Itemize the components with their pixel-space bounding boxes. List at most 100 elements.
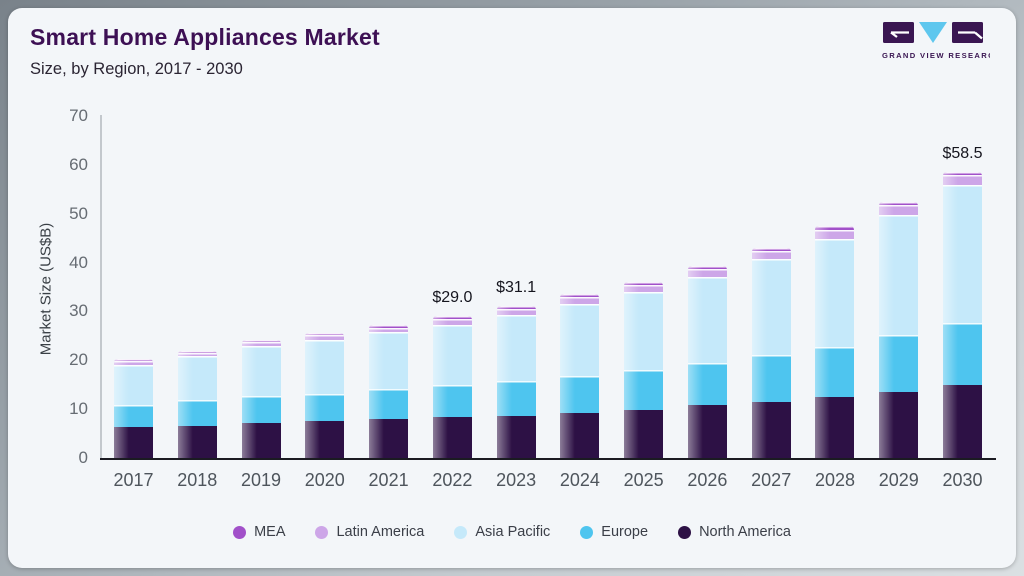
bar-2027: [751, 247, 791, 458]
mea-segment: [114, 359, 153, 362]
x-tick-label: 2020: [304, 470, 345, 490]
north-america-segment: [624, 409, 664, 458]
asia-pacific-segment: [560, 303, 600, 377]
latin-america-segment: [751, 251, 791, 260]
x-tick-label: 2019: [241, 470, 282, 490]
europe-segment: [177, 400, 217, 426]
legend-label: MEA: [254, 524, 286, 540]
europe-segment: [114, 405, 153, 428]
europe-segment: [369, 389, 409, 419]
north-america-segment: [305, 421, 345, 458]
x-tick-label: 2023: [496, 470, 537, 490]
legend-item-europe: Europe: [580, 524, 648, 540]
north-america-segment: [241, 422, 281, 458]
legend-label: North America: [699, 524, 791, 540]
gvr-logo: GRAND VIEW RESEARCH: [878, 18, 1000, 67]
y-tick-label: 70: [69, 106, 88, 125]
legend-item-latin-america: Latin America: [315, 524, 424, 540]
bar-2018: [177, 350, 217, 458]
mea-segment: [241, 339, 281, 343]
mea-segment: [305, 332, 345, 336]
legend-swatch: [233, 525, 247, 539]
asia-pacific-segment: [687, 277, 727, 364]
bar-2024: [560, 294, 600, 458]
latin-america-segment: [369, 327, 409, 332]
bar-2021: [369, 325, 409, 458]
x-tick-label: 2028: [814, 470, 855, 490]
plot-area: 0 10 20 30 40 50 60 70 2017 2018 2019 2020 2021 2022 $…: [69, 106, 996, 490]
latin-america-segment: [879, 205, 919, 215]
legend-item-mea: MEA: [233, 524, 285, 540]
x-tick-label: 2025: [623, 470, 664, 490]
latin-america-segment: [114, 361, 153, 365]
north-america-segment: [432, 416, 472, 458]
bar-value-label-2030: $58.5: [942, 145, 983, 163]
latin-america-segment: [943, 175, 982, 186]
latin-america-segment: [496, 308, 536, 315]
mea-segment: [751, 247, 791, 252]
asia-pacific-segment: [815, 238, 855, 347]
north-america-segment: [560, 413, 600, 458]
legend-swatch: [454, 525, 468, 539]
mea-segment: [943, 172, 982, 176]
europe-segment: [241, 395, 281, 423]
x-tick-label: 2026: [687, 470, 728, 490]
mea-segment: [560, 294, 600, 297]
north-america-segment: [687, 405, 727, 458]
y-tick-label: 60: [69, 154, 88, 174]
x-tick-label: 2024: [559, 470, 600, 490]
bar-2020: [305, 332, 345, 458]
legend-swatch: [315, 525, 329, 539]
mea-segment: [369, 325, 409, 328]
north-america-segment: [369, 418, 409, 458]
latin-america-segment: [624, 285, 664, 292]
europe-segment: [815, 346, 855, 397]
y-axis-title: Market Size (US$B): [37, 222, 55, 356]
legend-label: Latin America: [336, 524, 425, 540]
asia-pacific-segment: [177, 355, 217, 401]
north-america-segment: [177, 425, 217, 458]
mea-segment: [815, 226, 855, 230]
asia-pacific-segment: [241, 346, 281, 396]
north-america-segment: [114, 427, 153, 458]
asia-pacific-segment: [114, 364, 153, 406]
north-america-segment: [496, 415, 536, 458]
y-tick-label: 0: [78, 448, 88, 467]
bar-2022: [432, 316, 472, 458]
chart-card: Smart Home Appliances Market Size, by Re…: [8, 8, 1016, 568]
europe-segment: [432, 385, 472, 417]
europe-segment: [496, 380, 536, 416]
mea-segment: [496, 306, 536, 309]
bar-2029: [879, 202, 919, 458]
y-tick-label: 50: [69, 203, 88, 223]
north-america-segment: [815, 396, 855, 458]
north-america-segment: [943, 384, 982, 458]
europe-segment: [943, 323, 982, 385]
page-subtitle: Size, by Region, 2017 - 2030: [30, 60, 243, 78]
europe-segment: [624, 370, 664, 410]
north-america-segment: [879, 391, 919, 458]
europe-segment: [751, 355, 791, 402]
asia-pacific-segment: [879, 214, 919, 336]
x-tick-label: 2030: [942, 470, 983, 490]
europe-segment: [560, 376, 600, 414]
latin-america-segment: [815, 229, 855, 239]
legend-label: Asia Pacific: [475, 524, 551, 540]
mea-segment: [432, 316, 472, 320]
y-tick-label: 30: [69, 301, 88, 321]
legend-label: Europe: [601, 524, 649, 540]
x-tick-label: 2017: [113, 470, 154, 490]
y-tick-label: 10: [69, 399, 88, 419]
y-tick-label: 40: [69, 252, 88, 272]
asia-pacific-segment: [432, 325, 472, 386]
x-tick-label: 2018: [177, 470, 218, 490]
asia-pacific-segment: [496, 314, 536, 381]
bar-value-label-2022: $29.0: [432, 289, 473, 307]
asia-pacific-segment: [751, 259, 791, 356]
legend-swatch: [580, 525, 594, 539]
asia-pacific-segment: [624, 291, 664, 371]
latin-america-segment: [177, 352, 217, 356]
mea-segment: [624, 282, 664, 286]
x-tick-label: 2022: [432, 470, 473, 490]
asia-pacific-segment: [943, 185, 982, 324]
